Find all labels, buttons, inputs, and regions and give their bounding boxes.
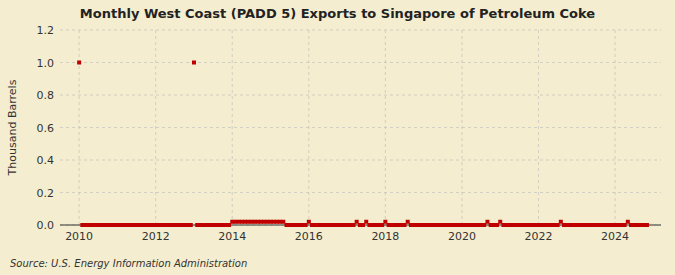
x-grid-line [385, 30, 386, 225]
y-tick-label: 0.0 [37, 219, 55, 232]
x-grid-line [308, 30, 309, 225]
y-tick-label: 0.6 [37, 122, 55, 135]
x-tick-label: 2010 [65, 230, 93, 243]
y-tick-label: 1.2 [37, 24, 55, 37]
axes: 2010 2012 2014 2016 2018 2020 2022 2024 0.0 0.2 0.… [37, 24, 630, 243]
y-tick-label: 0.2 [37, 187, 55, 200]
data-point [77, 61, 81, 65]
x-grid-line [615, 30, 616, 225]
x-tick-label: 2012 [142, 230, 170, 243]
y-grid-line [60, 62, 661, 63]
y-grid-line [60, 192, 661, 193]
x-grid-line [232, 30, 233, 225]
x-tick-label: 2022 [525, 230, 553, 243]
x-tick-label: 2018 [371, 230, 399, 243]
y-grid-line [60, 160, 661, 161]
x-tick-label: 2016 [295, 230, 323, 243]
y-grid-line [60, 30, 661, 31]
y-grid-line [60, 95, 661, 96]
x-grid-line [461, 30, 462, 225]
grid [60, 30, 661, 225]
y-axis-label: Thousand Barrels [6, 79, 19, 176]
chart-svg: 2010 2012 2014 2016 2018 2020 2022 2024 0.0 0.2 0.… [0, 0, 675, 275]
y-tick-label: 1.0 [37, 57, 55, 70]
x-tick-label: 2014 [218, 230, 246, 243]
source-note: Source: U.S. Energy Information Administ… [10, 258, 247, 269]
data-point [645, 223, 649, 227]
x-grid-line [79, 30, 80, 225]
chart-container: 2010 2012 2014 2016 2018 2020 2022 2024 0.0 0.2 0.… [0, 0, 675, 275]
y-tick-label: 0.8 [37, 89, 55, 102]
data-point [189, 223, 193, 227]
x-grid-line [538, 30, 539, 225]
chart-title: Monthly West Coast (PADD 5) Exports to S… [80, 6, 595, 21]
x-tick-label: 2024 [601, 230, 629, 243]
points [77, 61, 649, 228]
x-tick-label: 2020 [448, 230, 476, 243]
y-grid-line [60, 127, 661, 128]
y-tick-label: 0.4 [37, 154, 55, 167]
data-point [192, 61, 196, 65]
x-grid-line [155, 30, 156, 225]
